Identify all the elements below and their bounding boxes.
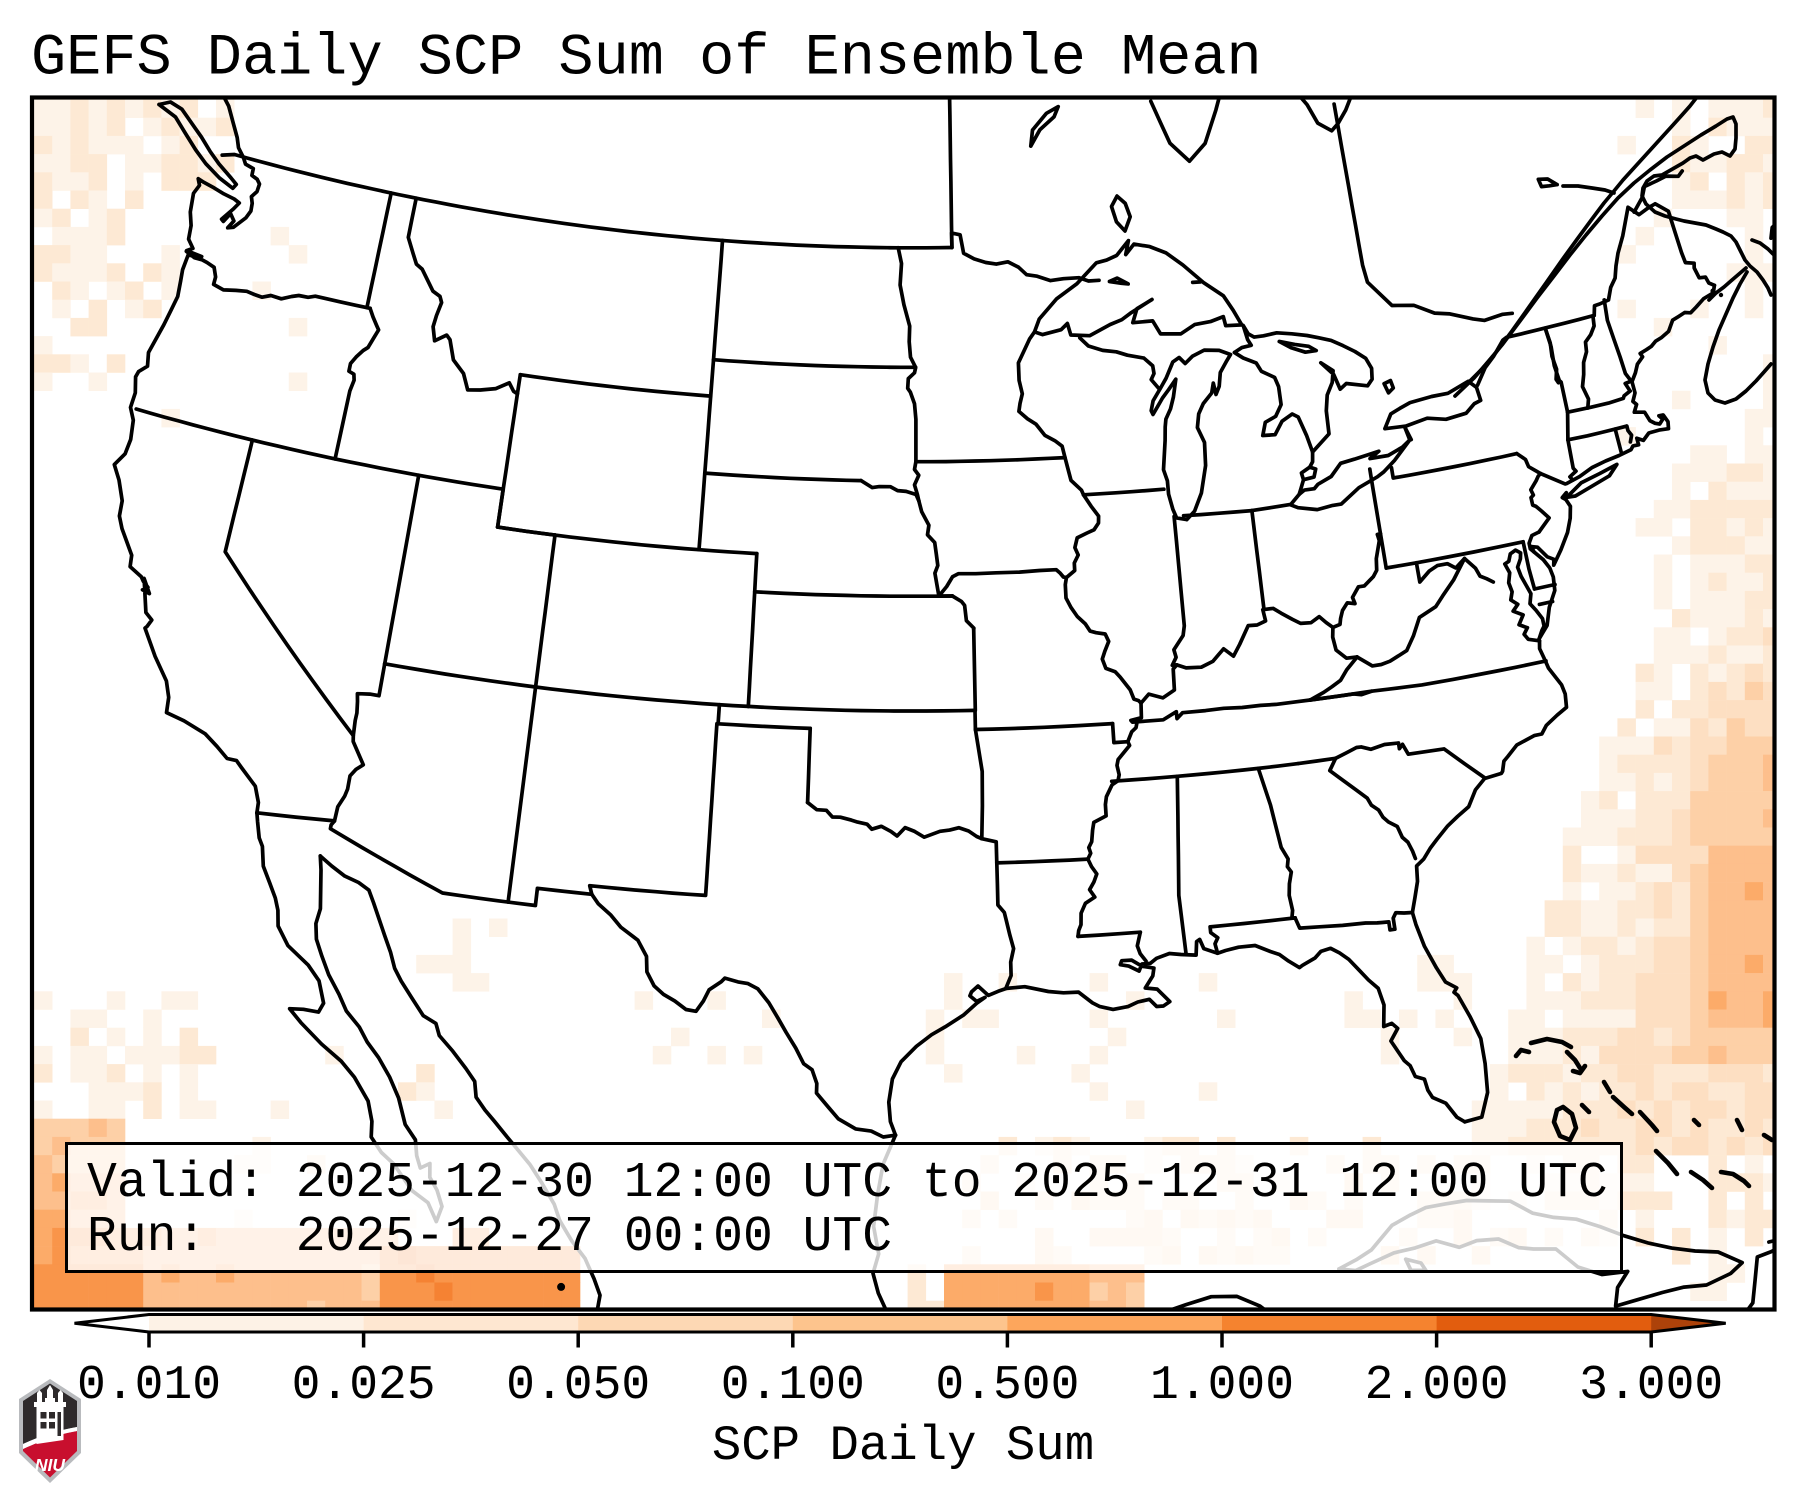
- svg-text:0.100: 0.100: [721, 1359, 865, 1413]
- svg-text:0.010: 0.010: [77, 1359, 221, 1413]
- svg-text:1.000: 1.000: [1150, 1359, 1294, 1413]
- svg-text:0.500: 0.500: [935, 1359, 1079, 1413]
- svg-text:GEFS Daily SCP Sum of Ensemble: GEFS Daily SCP Sum of Ensemble Mean: [31, 25, 1262, 92]
- svg-text:Valid: 2025-12-30 12:00 UTC to: Valid: 2025-12-30 12:00 UTC to 2025-12-3…: [87, 1155, 1608, 1211]
- svg-text:Run: 2025-12-27 00:00 UTC: Run: 2025-12-27 00:00 UTC: [87, 1209, 892, 1265]
- svg-text:3.000: 3.000: [1579, 1359, 1723, 1413]
- svg-text:NIU: NIU: [35, 1455, 66, 1475]
- svg-text:SCP Daily Sum: SCP Daily Sum: [712, 1418, 1094, 1474]
- svg-text:2.000: 2.000: [1365, 1359, 1509, 1413]
- svg-text:0.025: 0.025: [292, 1359, 436, 1413]
- svg-text:0.050: 0.050: [506, 1359, 650, 1413]
